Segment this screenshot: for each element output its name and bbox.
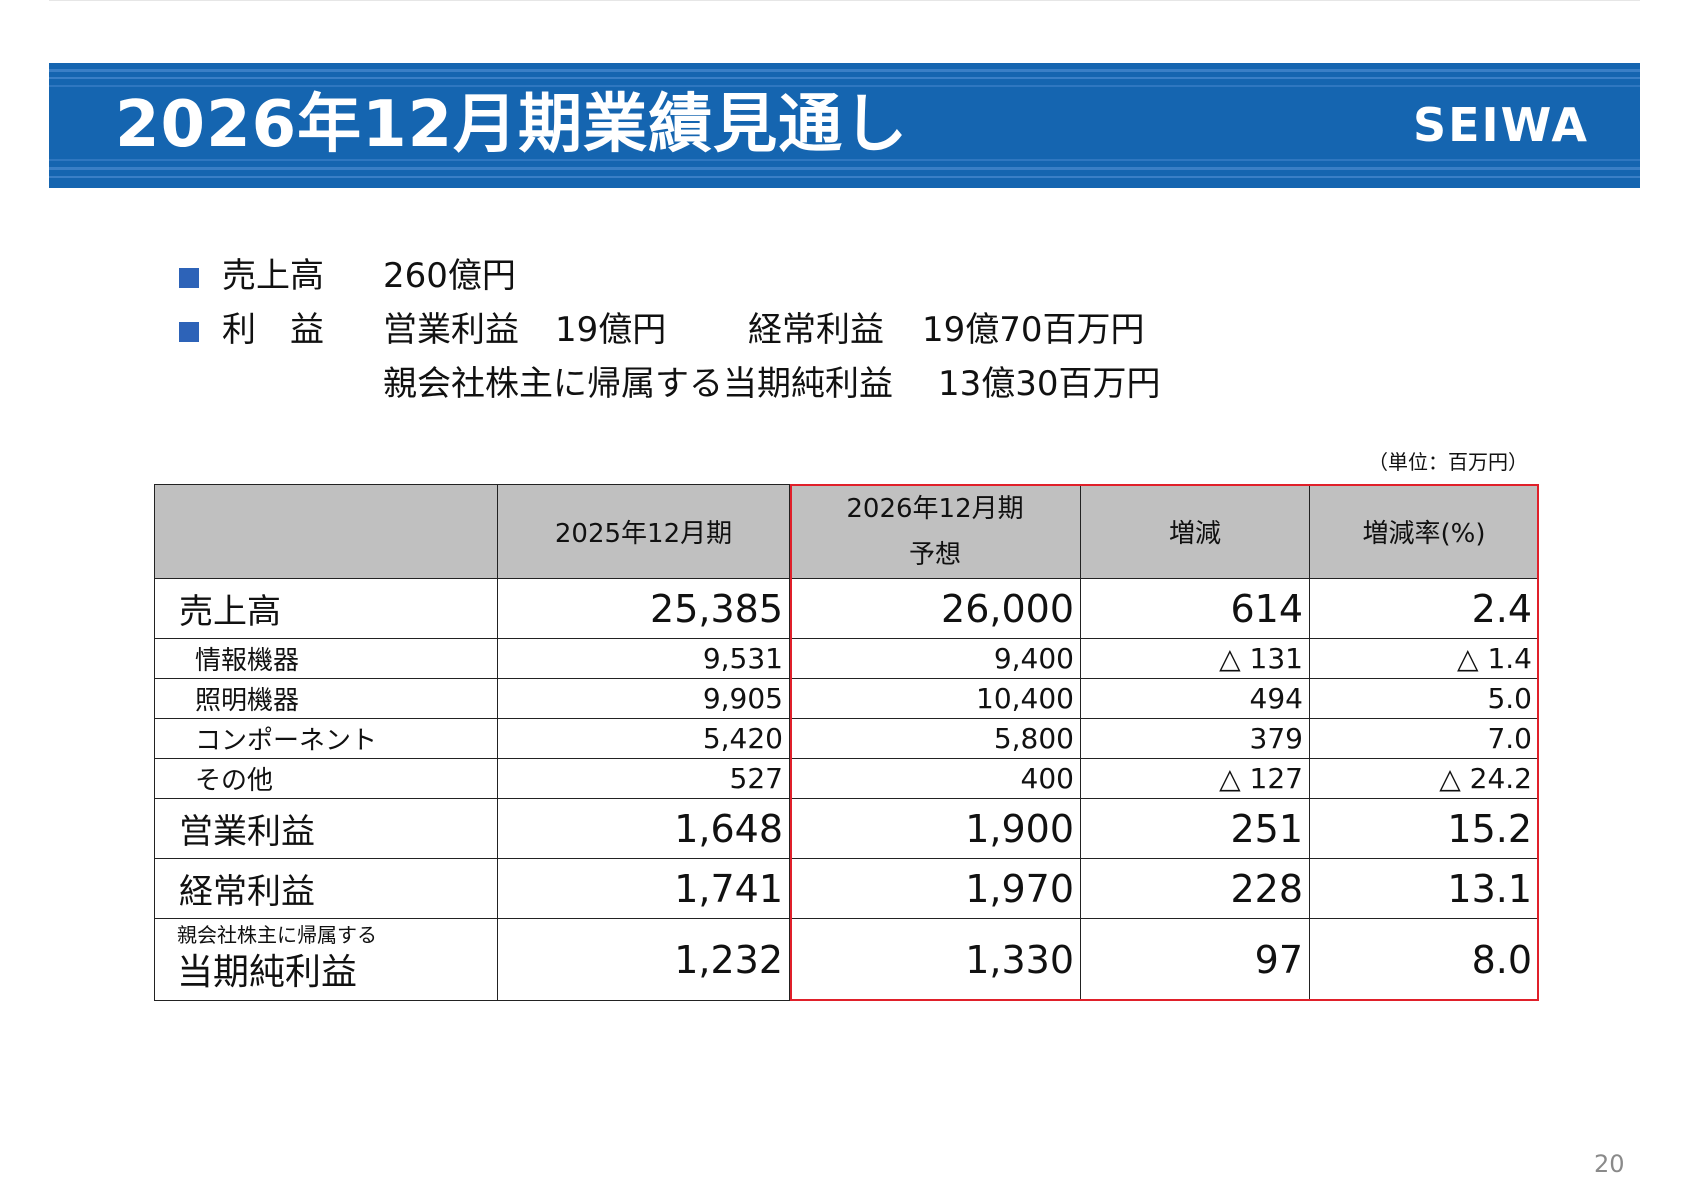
row-label: その他 bbox=[154, 758, 498, 799]
banner-stripe bbox=[49, 85, 1640, 87]
cell-change: 379 bbox=[1080, 718, 1310, 759]
banner-stripe bbox=[49, 176, 1640, 178]
cell-rate: 15.2 bbox=[1309, 798, 1539, 859]
cell-2025: 9,531 bbox=[497, 638, 790, 679]
cell-2026: 5,800 bbox=[789, 718, 1081, 759]
cell-rate: 8.0 bbox=[1309, 918, 1539, 1001]
cell-2026: 26,000 bbox=[789, 578, 1081, 639]
header-2026-forecast: 2026年12月期 予想 bbox=[789, 484, 1081, 579]
cell-2025: 1,741 bbox=[497, 858, 790, 919]
row-label: 営業利益 bbox=[154, 798, 498, 859]
cell-2025: 25,385 bbox=[497, 578, 790, 639]
cell-rate: 2.4 bbox=[1309, 578, 1539, 639]
cell-change: 251 bbox=[1080, 798, 1310, 859]
banner-stripe bbox=[49, 159, 1640, 161]
cell-rate: 13.1 bbox=[1309, 858, 1539, 919]
top-rule bbox=[49, 0, 1640, 1]
summary-net-value: 13億30百万円 bbox=[938, 364, 1161, 404]
header-change: 増減 bbox=[1080, 484, 1310, 579]
table-row: 照明機器 9,905 10,400 494 5.0 bbox=[154, 678, 1539, 719]
header-2026-line1: 2026年12月期 bbox=[846, 493, 1024, 524]
cell-2025: 5,420 bbox=[497, 718, 790, 759]
row-label: コンポーネント bbox=[154, 718, 498, 759]
row-label: 経常利益 bbox=[154, 858, 498, 919]
cell-2025: 1,232 bbox=[497, 918, 790, 1001]
cell-change: △ 127 bbox=[1080, 758, 1310, 799]
company-logo: SEIWA bbox=[1413, 98, 1589, 152]
bullet-square-icon bbox=[179, 268, 199, 288]
summary-ordinary-value: 19億70百万円 bbox=[922, 310, 1145, 350]
cell-change: 614 bbox=[1080, 578, 1310, 639]
cell-2025: 1,648 bbox=[497, 798, 790, 859]
row-label: 照明機器 bbox=[154, 678, 498, 719]
header-change-rate: 増減率(%) bbox=[1309, 484, 1539, 579]
summary-sales-label: 売上高 bbox=[222, 256, 324, 296]
header-empty-cell bbox=[154, 484, 498, 579]
cell-2026: 1,330 bbox=[789, 918, 1081, 1001]
cell-rate: △ 24.2 bbox=[1309, 758, 1539, 799]
table-row: 親会社株主に帰属する 当期純利益 1,232 1,330 97 8.0 bbox=[154, 918, 1539, 1001]
cell-2025: 527 bbox=[497, 758, 790, 799]
page-title: 2026年12月期業績見通し bbox=[115, 88, 909, 162]
header-2026-line2: 予想 bbox=[908, 539, 961, 570]
cell-2026: 10,400 bbox=[789, 678, 1081, 719]
row-label-net-income: 親会社株主に帰属する 当期純利益 bbox=[154, 918, 498, 1001]
forecast-table: 2025年12月期 2026年12月期 予想 増減 増減率(%) 売上高 25,… bbox=[154, 484, 1539, 1001]
cell-change: 228 bbox=[1080, 858, 1310, 919]
table-row: 営業利益 1,648 1,900 251 15.2 bbox=[154, 798, 1539, 859]
banner-stripe bbox=[49, 77, 1640, 79]
cell-rate: 7.0 bbox=[1309, 718, 1539, 759]
cell-rate: △ 1.4 bbox=[1309, 638, 1539, 679]
bullet-square-icon bbox=[179, 322, 199, 342]
summary-operating-value: 19億円 bbox=[555, 310, 667, 350]
unit-note: （単位：百万円） bbox=[1368, 450, 1528, 474]
row-label: 情報機器 bbox=[154, 638, 498, 679]
cell-change: △ 131 bbox=[1080, 638, 1310, 679]
table-row: コンポーネント 5,420 5,800 379 7.0 bbox=[154, 718, 1539, 759]
table-row: 売上高 25,385 26,000 614 2.4 bbox=[154, 578, 1539, 639]
cell-change: 97 bbox=[1080, 918, 1310, 1001]
title-banner: 2026年12月期業績見通し SEIWA bbox=[49, 63, 1640, 188]
table-header-row: 2025年12月期 2026年12月期 予想 増減 増減率(%) bbox=[154, 484, 1539, 579]
header-2025: 2025年12月期 bbox=[497, 484, 790, 579]
banner-stripe bbox=[49, 69, 1640, 72]
table-row: 情報機器 9,531 9,400 △ 131 △ 1.4 bbox=[154, 638, 1539, 679]
cell-2026: 400 bbox=[789, 758, 1081, 799]
row-label: 売上高 bbox=[154, 578, 498, 639]
table-row: その他 527 400 △ 127 △ 24.2 bbox=[154, 758, 1539, 799]
cell-2026: 9,400 bbox=[789, 638, 1081, 679]
summary-sales-value: 260億円 bbox=[383, 256, 516, 296]
cell-2026: 1,970 bbox=[789, 858, 1081, 919]
summary-profit-label: 利 益 bbox=[222, 310, 324, 350]
cell-2026: 1,900 bbox=[789, 798, 1081, 859]
row-label-main: 当期純利益 bbox=[177, 952, 358, 993]
cell-2025: 9,905 bbox=[497, 678, 790, 719]
cell-change: 494 bbox=[1080, 678, 1310, 719]
banner-stripe bbox=[49, 167, 1640, 170]
row-label-small: 親会社株主に帰属する bbox=[177, 923, 377, 947]
summary-ordinary-label: 経常利益 bbox=[748, 310, 884, 350]
summary-operating-label: 営業利益 bbox=[383, 310, 519, 350]
page-number: 20 bbox=[1594, 1150, 1625, 1178]
table-row: 経常利益 1,741 1,970 228 13.1 bbox=[154, 858, 1539, 919]
cell-rate: 5.0 bbox=[1309, 678, 1539, 719]
summary-net-label: 親会社株主に帰属する当期純利益 bbox=[383, 364, 893, 404]
